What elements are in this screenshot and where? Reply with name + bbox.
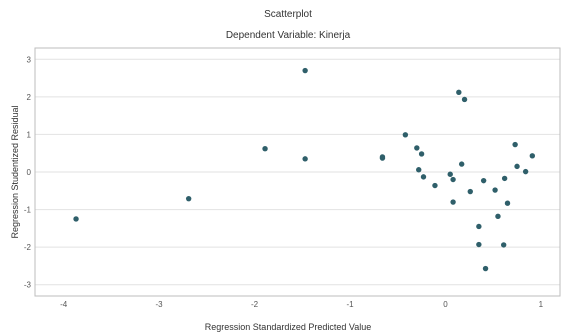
y-tick-label: -1: [24, 206, 32, 215]
data-point: [529, 153, 536, 159]
data-point: [402, 132, 409, 138]
gridlines: [35, 58, 560, 286]
data-point: [262, 146, 268, 152]
data-point: [432, 182, 438, 189]
data-point: [500, 242, 507, 248]
tick-labels: -3 -2 -1 0 1 2 3 -4 -3 -2 -1 0 1: [24, 55, 544, 309]
data-point: [480, 177, 487, 184]
x-tick-label: 1: [539, 300, 544, 309]
data-point: [185, 195, 192, 202]
y-tick-label: 1: [27, 130, 32, 139]
data-point: [420, 174, 427, 180]
data-point: [416, 167, 422, 173]
data-point: [476, 223, 482, 230]
data-point: [495, 213, 501, 220]
plot-area: [34, 47, 561, 297]
data-point: [302, 67, 308, 74]
data-points: [73, 67, 536, 272]
y-tick-label: -2: [24, 243, 32, 252]
y-tick-label: 2: [27, 93, 32, 102]
data-point: [501, 175, 508, 182]
chart-title: Scatterplot: [264, 9, 312, 20]
x-tick-label: -2: [251, 300, 259, 309]
data-point: [482, 265, 489, 272]
data-point: [504, 200, 511, 206]
y-tick-label: -3: [24, 281, 32, 290]
data-point: [73, 216, 79, 222]
y-tick-label: 0: [27, 168, 32, 177]
data-point: [514, 163, 520, 170]
data-point: [476, 241, 482, 248]
data-point: [302, 156, 308, 162]
data-point: [418, 151, 425, 157]
data-point: [450, 199, 456, 205]
x-tick-label: -4: [60, 300, 68, 309]
x-axis-title: Regression Standardized Predicted Value: [205, 322, 371, 332]
data-point: [379, 154, 386, 160]
data-point: [456, 89, 462, 96]
data-point: [458, 161, 465, 167]
y-tick-label: 3: [27, 55, 32, 64]
x-tick-label: 0: [443, 300, 448, 309]
data-point: [522, 168, 529, 175]
x-tick-label: -1: [346, 300, 354, 309]
data-point: [467, 188, 473, 195]
chart-subtitle: Dependent Variable: Kinerja: [226, 30, 351, 41]
data-point: [492, 187, 498, 193]
data-point: [447, 171, 453, 177]
data-point: [461, 96, 468, 103]
data-point: [450, 176, 456, 183]
data-point: [414, 145, 420, 151]
x-tick-label: -3: [156, 300, 164, 309]
y-axis-title: Regression Studentized Residual: [10, 105, 20, 238]
data-point: [512, 141, 518, 148]
